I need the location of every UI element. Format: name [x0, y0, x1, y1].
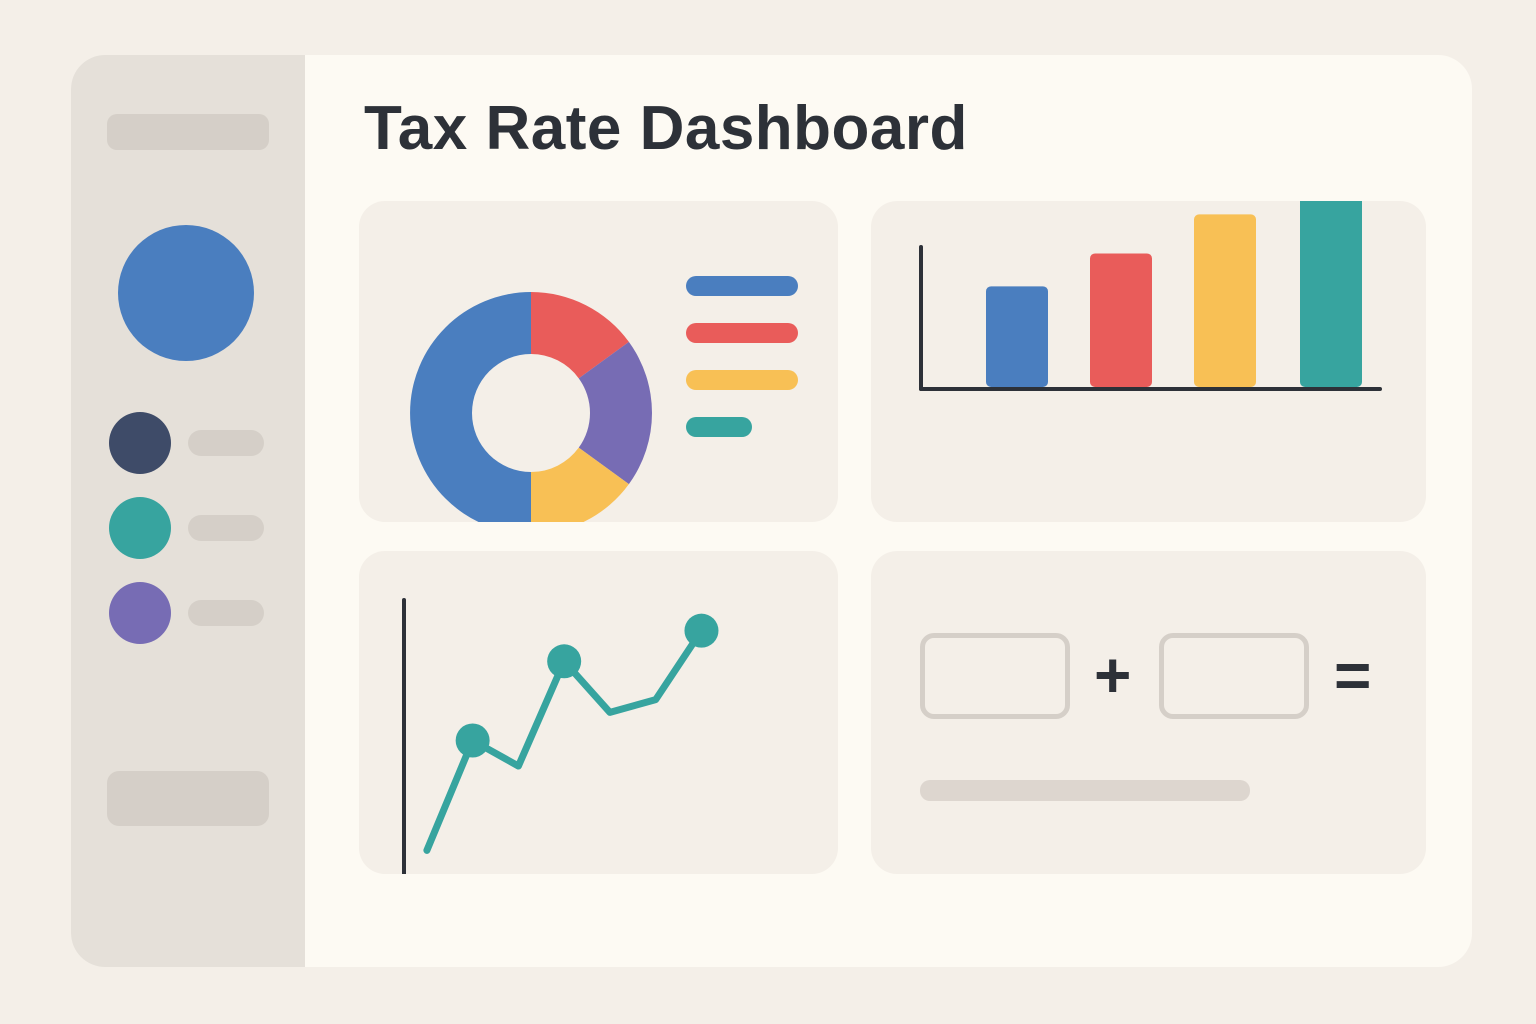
bar-2 — [1090, 253, 1152, 387]
legend-swatch-3 — [686, 370, 798, 390]
sidebar-item-label-placeholder — [188, 515, 264, 541]
line-point-4 — [547, 644, 582, 679]
donut-slice-3 — [531, 447, 629, 522]
sidebar-item-label-placeholder — [188, 430, 264, 456]
sidebar-item-dot — [109, 412, 171, 474]
sidebar-item-label-placeholder — [188, 600, 264, 626]
avatar[interactable] — [118, 225, 254, 361]
sidebar-item-1[interactable] — [109, 412, 309, 474]
line-chart-card — [359, 551, 838, 874]
plus-sign: + — [1094, 639, 1132, 711]
legend-swatch-1 — [686, 276, 798, 296]
calculator-result-bar — [920, 780, 1250, 801]
legend-swatch-4 — [686, 417, 752, 437]
sidebar-item-3[interactable] — [109, 582, 309, 644]
calculator-input-2[interactable] — [1159, 633, 1309, 719]
bar-chart — [919, 201, 1382, 391]
legend-swatch-2 — [686, 323, 798, 343]
sidebar-header-placeholder — [107, 114, 269, 150]
calculator-card: + = — [871, 551, 1426, 874]
bar-4 — [1300, 201, 1362, 387]
donut-slice-4 — [410, 292, 531, 522]
line-chart — [402, 598, 719, 874]
sidebar-footer-button[interactable] — [107, 771, 269, 826]
donut-slice-1 — [531, 292, 629, 379]
donut-slice-2 — [578, 341, 652, 485]
sidebar-item-dot — [109, 497, 171, 559]
bar-3 — [1194, 214, 1256, 387]
calculator-input-1[interactable] — [920, 633, 1070, 719]
bar-1 — [986, 286, 1048, 387]
equals-sign: = — [1334, 639, 1372, 711]
dashboard-window: Tax Rate Dashboard + = — [71, 55, 1472, 967]
page-title: Tax Rate Dashboard — [364, 94, 968, 163]
sidebar — [71, 55, 305, 967]
line-point-7 — [684, 613, 719, 648]
line-point-2 — [455, 723, 490, 758]
bar-chart-card — [871, 201, 1426, 522]
donut-chart-card — [359, 201, 838, 522]
sidebar-item-dot — [109, 582, 171, 644]
donut-chart — [410, 276, 798, 522]
sidebar-item-2[interactable] — [109, 497, 309, 559]
